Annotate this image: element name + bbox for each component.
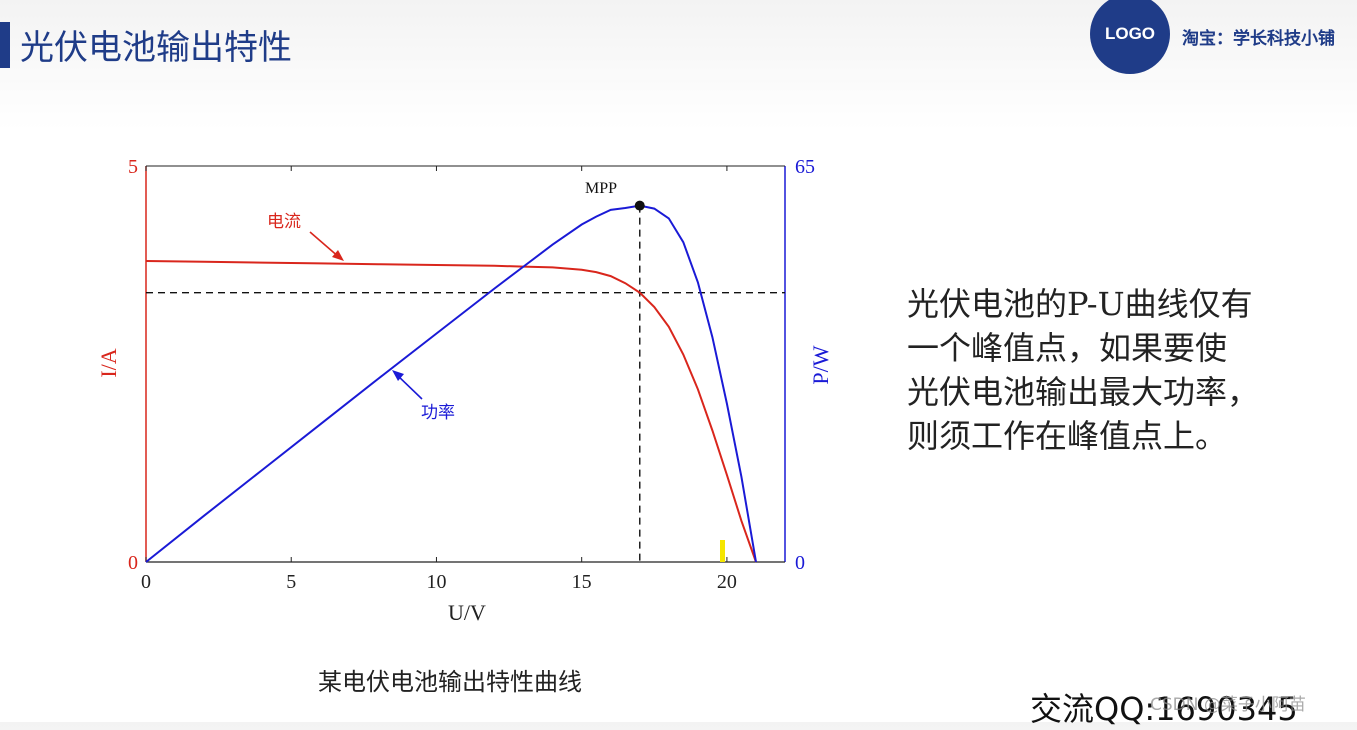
x-axis-label: U/V xyxy=(448,600,486,625)
x-tick-label: 15 xyxy=(572,571,592,593)
mpp-point xyxy=(634,200,645,211)
power-curve-label: 功率 xyxy=(421,403,455,423)
title-accent-bar xyxy=(0,22,10,68)
x-tick-label: 5 xyxy=(286,571,296,593)
yellow-marker xyxy=(720,540,725,562)
power-curve xyxy=(145,204,757,563)
page-title: 光伏电池输出特性 xyxy=(20,28,292,68)
logo: LOGO xyxy=(1090,0,1170,74)
csdn-watermark: CSDN @菜子小阿苗 xyxy=(1150,695,1306,715)
x-tick-label: 10 xyxy=(426,571,446,593)
current-curve xyxy=(145,260,757,563)
y-axis-right-label: P/W xyxy=(808,345,833,384)
y-tick-right-label: 65 xyxy=(795,156,815,178)
note-line: 光伏电池输出最大功率， xyxy=(907,373,1260,411)
y-tick-left-label: 0 xyxy=(128,552,138,574)
note-line: 则须工作在峰值点上。 xyxy=(907,417,1228,455)
y-tick-left-label: 5 xyxy=(128,156,138,178)
shop-label: 淘宝：学长科技小铺 xyxy=(1182,29,1335,49)
iv-pv-chart: 0 5 10 15 20 0 5 0 65 U/V I/A P/W MPP 电流 功率 xyxy=(96,156,833,625)
y-axis-left-label: I/A xyxy=(96,348,121,377)
note-line: 光伏电池的P-U曲线仅有 xyxy=(907,285,1253,323)
x-tick-label: 20 xyxy=(717,571,737,593)
mpp-label: MPP xyxy=(585,180,617,197)
explanation-note: 光伏电池的P-U曲线仅有 一个峰值点，如果要使 光伏电池输出最大功率， 则须工作… xyxy=(907,282,1327,458)
current-curve-label: 电流 xyxy=(267,212,301,232)
chart-caption: 某电伏电池输出特性曲线 xyxy=(318,668,582,696)
note-line: 一个峰值点，如果要使 xyxy=(907,329,1228,367)
chart-panel: 0 5 10 15 20 0 5 0 65 U/V I/A P/W MPP 电流 功率 xyxy=(88,150,858,632)
current-arrowhead xyxy=(332,250,344,261)
power-arrowhead xyxy=(392,370,404,381)
y-tick-right-label: 0 xyxy=(795,552,805,574)
logo-text: LOGO xyxy=(1104,24,1156,43)
x-tick-label: 0 xyxy=(141,571,151,593)
